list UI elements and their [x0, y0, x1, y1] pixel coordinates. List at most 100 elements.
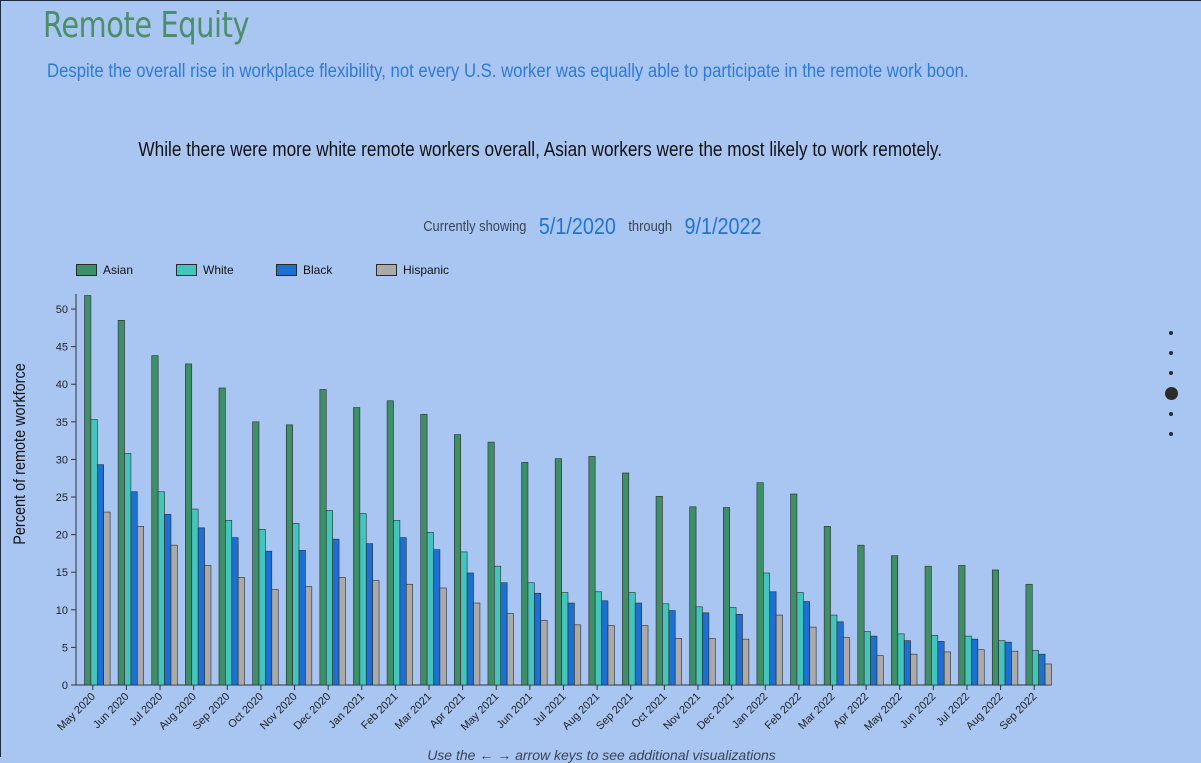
y-tick-label: 45: [56, 342, 68, 354]
bar-hispanic-aug-2021: [607, 625, 615, 686]
bar-asian-jul-2022: [958, 565, 966, 686]
bar-hispanic-nov-2021: [708, 638, 716, 686]
bar-hispanic-jul-2022: [977, 649, 985, 686]
x-tick-label: Dec 2021: [695, 691, 737, 733]
legend-swatch-hispanic: [376, 264, 397, 276]
x-tick-label: Jun 2022: [898, 691, 938, 731]
bar-hispanic-feb-2022: [809, 626, 817, 686]
bar-black-oct-2021: [668, 610, 676, 686]
bar-hispanic-jul-2021: [574, 624, 582, 686]
bar-black-jul-2020: [164, 514, 172, 686]
bar-black-may-2021: [500, 582, 508, 686]
bar-black-sep-2022: [1038, 653, 1046, 686]
bar-white-aug-2022: [998, 640, 1006, 686]
bar-asian-mar-2022: [823, 526, 831, 686]
chart-legend: Asian White Black Hispanic: [76, 263, 476, 277]
navigation-hint: Use the ← → arrow keys to see additional…: [427, 747, 776, 763]
bar-black-jun-2020: [130, 491, 138, 686]
bar-asian-sep-2020: [218, 387, 226, 686]
chart-headline: While there were more white remote worke…: [138, 139, 943, 161]
range-prefix: Currently showing: [423, 218, 527, 235]
bar-white-mar-2021: [426, 532, 434, 686]
bar-asian-oct-2020: [252, 421, 260, 686]
legend-item-black[interactable]: Black: [276, 263, 376, 277]
x-tick-label: Jun 2020: [91, 691, 131, 731]
bar-asian-aug-2020: [185, 363, 193, 686]
bar-asian-jan-2022: [756, 482, 764, 686]
nav-dot-5[interactable]: [1169, 412, 1173, 416]
slide-navigation: [1163, 323, 1179, 444]
nav-dot-1[interactable]: [1169, 331, 1173, 335]
bar-hispanic-nov-2020: [305, 586, 313, 686]
y-tick-label: 10: [56, 605, 68, 617]
bar-hispanic-jun-2022: [943, 651, 951, 686]
legend-label-white: White: [203, 263, 234, 277]
bar-black-sep-2021: [634, 602, 642, 686]
bar-asian-jan-2021: [353, 407, 361, 686]
bar-white-jan-2022: [763, 572, 771, 686]
bar-black-nov-2021: [702, 612, 710, 686]
legend-label-asian: Asian: [103, 263, 134, 277]
bar-white-feb-2021: [393, 520, 401, 686]
bar-white-aug-2021: [594, 591, 602, 686]
nav-dot-3[interactable]: [1169, 371, 1173, 375]
x-tick-label: May 2020: [55, 691, 98, 734]
range-end-date[interactable]: 9/1/2022: [684, 213, 762, 239]
bar-hispanic-oct-2020: [271, 589, 279, 686]
bar-asian-may-2021: [487, 441, 495, 686]
bar-asian-aug-2022: [991, 569, 999, 686]
bar-asian-apr-2021: [454, 434, 462, 686]
bar-white-feb-2022: [796, 592, 804, 686]
bar-asian-sep-2021: [622, 472, 630, 686]
bar-white-dec-2021: [729, 607, 737, 686]
x-tick-label: Sep 2020: [191, 691, 233, 733]
bar-hispanic-oct-2021: [674, 638, 682, 686]
bar-hispanic-may-2022: [910, 653, 918, 686]
bar-black-apr-2022: [870, 635, 878, 686]
range-start-date[interactable]: 5/1/2020: [539, 213, 617, 239]
bar-white-dec-2020: [325, 510, 333, 686]
x-tick-label: Jun 2021: [495, 691, 535, 731]
bar-hispanic-sep-2022: [1044, 663, 1052, 686]
nav-dot-6[interactable]: [1169, 432, 1173, 436]
legend-swatch-black: [276, 264, 297, 276]
bar-hispanic-apr-2021: [473, 602, 481, 686]
bar-white-jul-2020: [157, 491, 165, 686]
bar-black-jul-2022: [971, 638, 979, 686]
x-tick-label: Mar 2021: [393, 691, 434, 732]
bar-white-aug-2020: [191, 508, 199, 686]
legend-item-asian[interactable]: Asian: [76, 263, 176, 277]
bar-white-may-2022: [897, 633, 905, 686]
y-tick-label: 40: [56, 379, 68, 391]
bar-asian-dec-2021: [722, 507, 730, 686]
bar-hispanic-may-2020: [103, 511, 111, 686]
bar-hispanic-dec-2020: [338, 577, 346, 686]
bar-white-nov-2021: [695, 606, 703, 686]
bar-hispanic-may-2021: [506, 613, 514, 686]
bar-hispanic-jun-2021: [540, 620, 548, 686]
y-tick-label: 5: [62, 642, 68, 654]
bar-hispanic-jul-2020: [170, 544, 178, 686]
x-tick-label: Sep 2021: [594, 691, 636, 733]
bar-black-jun-2021: [534, 592, 542, 686]
bar-white-sep-2021: [628, 592, 636, 686]
legend-item-white[interactable]: White: [176, 263, 276, 277]
bar-black-apr-2021: [466, 572, 474, 686]
bar-hispanic-mar-2021: [439, 587, 447, 686]
bar-hispanic-sep-2020: [237, 577, 245, 686]
nav-dot-4[interactable]: [1164, 387, 1178, 400]
bar-asian-apr-2022: [857, 544, 865, 686]
bar-asian-jun-2022: [924, 565, 932, 686]
bar-white-oct-2020: [258, 529, 266, 686]
bar-black-oct-2020: [265, 550, 273, 686]
y-tick-label: 0: [62, 680, 68, 692]
date-range: Currently showing 5/1/2020 through 9/1/2…: [1, 213, 1193, 240]
y-tick-label: 20: [56, 530, 68, 542]
bar-asian-sep-2022: [1025, 583, 1033, 686]
bar-white-jun-2021: [527, 582, 535, 686]
nav-dot-2[interactable]: [1169, 351, 1173, 355]
bar-asian-feb-2021: [386, 400, 394, 686]
bar-asian-aug-2021: [588, 456, 596, 686]
legend-item-hispanic[interactable]: Hispanic: [376, 263, 476, 277]
